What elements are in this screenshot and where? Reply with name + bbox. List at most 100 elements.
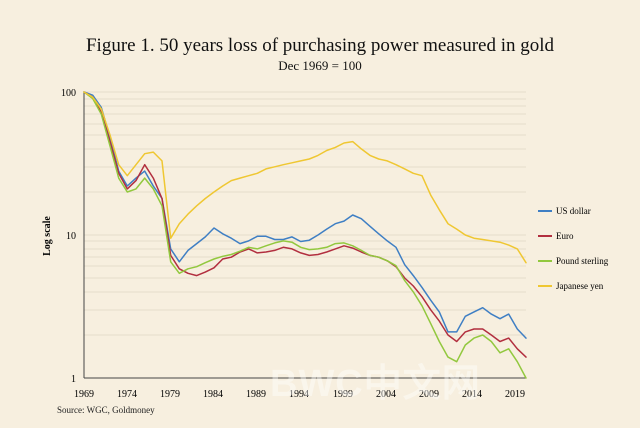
data-point-pound-sterling-2001 <box>361 250 363 252</box>
data-point-euro-1974 <box>127 188 129 190</box>
data-point-japanese-yen-1978 <box>161 160 163 162</box>
data-point-pound-sterling-2008 <box>421 305 423 307</box>
data-point-euro-2000 <box>352 247 354 249</box>
data-point-us-dollar-2013 <box>465 316 467 318</box>
data-point-japanese-yen-2000 <box>352 141 354 143</box>
data-point-euro-2010 <box>439 320 441 322</box>
data-point-us-dollar-2014 <box>473 311 475 313</box>
data-point-euro-1990 <box>265 251 267 253</box>
data-point-japanese-yen-2010 <box>439 209 441 211</box>
data-point-pound-sterling-2015 <box>482 334 484 336</box>
data-point-pound-sterling-1987 <box>239 250 241 252</box>
data-point-japanese-yen-2008 <box>421 175 423 177</box>
data-point-us-dollar-1997 <box>326 228 328 230</box>
data-point-pound-sterling-1992 <box>283 240 285 242</box>
y-axis-ticks: 100 10 1 <box>61 88 76 385</box>
data-point-pound-sterling-1991 <box>274 242 276 244</box>
data-point-pound-sterling-2004 <box>387 260 389 262</box>
data-point-euro-1994 <box>300 252 302 254</box>
data-point-pound-sterling-1996 <box>317 248 319 250</box>
data-point-japanese-yen-2006 <box>404 168 406 170</box>
data-point-us-dollar-2008 <box>421 287 423 289</box>
data-point-euro-2018 <box>508 337 510 339</box>
data-point-japanese-yen-1991 <box>274 166 276 168</box>
data-point-japanese-yen-1975 <box>135 164 137 166</box>
data-point-us-dollar-1982 <box>196 243 198 245</box>
data-point-japanese-yen-1998 <box>335 147 337 149</box>
data-point-japanese-yen-1989 <box>257 173 259 175</box>
data-point-japanese-yen-2016 <box>491 240 493 242</box>
data-point-pound-sterling-2013 <box>465 344 467 346</box>
data-point-euro-2008 <box>421 296 423 298</box>
data-point-pound-sterling-2019 <box>517 361 519 363</box>
data-point-pound-sterling-1997 <box>326 247 328 249</box>
source-note: Source: WGC, Goldmoney <box>57 405 155 415</box>
data-point-us-dollar-2002 <box>369 226 371 228</box>
x-tick-label-1969: 1969 <box>74 389 94 400</box>
data-point-us-dollar-1988 <box>248 240 250 242</box>
data-point-euro-1998 <box>335 248 337 250</box>
data-point-pound-sterling-2020 <box>525 377 527 379</box>
data-point-us-dollar-2000 <box>352 214 354 216</box>
data-point-us-dollar-2017 <box>499 318 501 320</box>
data-point-japanese-yen-2004 <box>387 160 389 162</box>
data-point-japanese-yen-1976 <box>144 153 146 155</box>
data-point-us-dollar-1990 <box>265 236 267 238</box>
data-point-japanese-yen-1985 <box>222 185 224 187</box>
data-point-japanese-yen-1994 <box>300 160 302 162</box>
y-axis-label: Log scale <box>42 216 53 256</box>
data-point-euro-1991 <box>274 250 276 252</box>
data-point-euro-1997 <box>326 251 328 253</box>
data-point-pound-sterling-1975 <box>135 188 137 190</box>
data-point-us-dollar-1970 <box>92 94 94 96</box>
data-point-euro-2011 <box>447 334 449 336</box>
data-point-pound-sterling-2016 <box>491 341 493 343</box>
data-point-euro-1982 <box>196 275 198 277</box>
data-point-pound-sterling-1998 <box>335 243 337 245</box>
data-point-pound-sterling-1984 <box>213 258 215 260</box>
legend-label-pound-sterling: Pound sterling <box>556 256 609 266</box>
data-point-pound-sterling-2010 <box>439 341 441 343</box>
data-point-pound-sterling-1982 <box>196 266 198 268</box>
x-tick-label-1989: 1989 <box>246 389 266 400</box>
data-point-japanese-yen-2018 <box>508 244 510 246</box>
data-point-japanese-yen-1999 <box>343 142 345 144</box>
data-point-euro-1995 <box>309 255 311 257</box>
data-point-pound-sterling-1986 <box>231 254 233 256</box>
data-point-us-dollar-2020 <box>525 337 527 339</box>
data-point-japanese-yen-1971 <box>101 108 103 110</box>
data-point-us-dollar-2009 <box>430 299 432 301</box>
data-point-japanese-yen-2005 <box>395 164 397 166</box>
data-point-us-dollar-1986 <box>231 237 233 239</box>
data-point-euro-2009 <box>430 309 432 311</box>
data-point-japanese-yen-1984 <box>213 191 215 193</box>
x-tick-label-1984: 1984 <box>203 389 223 400</box>
data-point-japanese-yen-1977 <box>153 151 155 153</box>
data-point-euro-2016 <box>491 334 493 336</box>
data-point-pound-sterling-2002 <box>369 255 371 257</box>
data-point-pound-sterling-1989 <box>257 248 259 250</box>
data-point-us-dollar-2018 <box>508 313 510 315</box>
legend-label-japanese-yen: Japanese yen <box>556 281 604 291</box>
data-point-pound-sterling-1979 <box>170 261 172 263</box>
data-point-pound-sterling-1976 <box>144 177 146 179</box>
data-point-us-dollar-2005 <box>395 247 397 249</box>
watermark: BWC中文网 <box>270 363 481 405</box>
data-point-pound-sterling-1974 <box>127 191 129 193</box>
data-point-euro-1984 <box>213 267 215 269</box>
data-point-euro-1986 <box>231 256 233 258</box>
data-point-japanese-yen-2015 <box>482 239 484 241</box>
data-point-euro-2017 <box>499 341 501 343</box>
data-point-us-dollar-2015 <box>482 307 484 309</box>
data-point-japanese-yen-2012 <box>456 228 458 230</box>
data-point-japanese-yen-2011 <box>447 223 449 225</box>
data-point-us-dollar-2007 <box>413 275 415 277</box>
data-point-euro-1992 <box>283 247 285 249</box>
data-point-euro-2015 <box>482 328 484 330</box>
data-point-pound-sterling-1999 <box>343 242 345 244</box>
data-point-japanese-yen-2003 <box>378 158 380 160</box>
data-point-japanese-yen-2020 <box>525 262 527 264</box>
x-tick-label-1974: 1974 <box>117 389 137 400</box>
data-point-japanese-yen-1987 <box>239 177 241 179</box>
